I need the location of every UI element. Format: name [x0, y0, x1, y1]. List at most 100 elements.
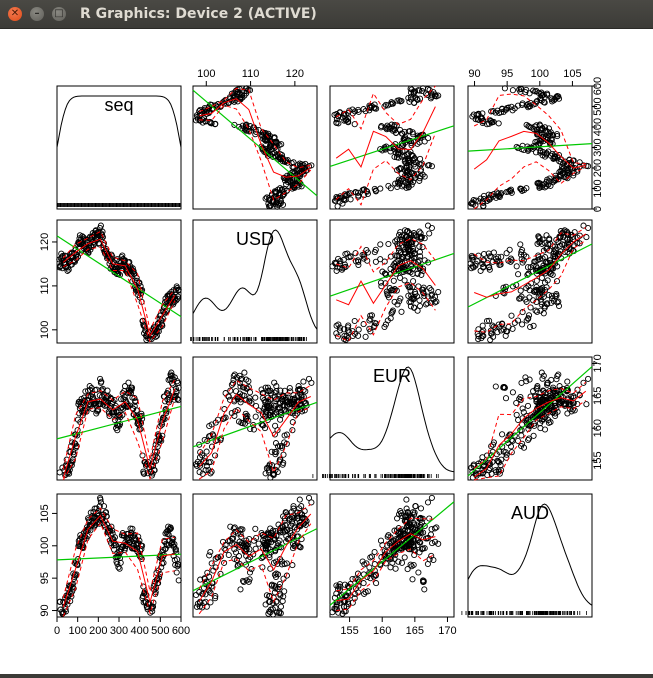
point	[153, 457, 160, 464]
point	[407, 303, 414, 310]
point	[552, 151, 559, 158]
point	[428, 494, 435, 501]
point	[410, 278, 417, 285]
point	[354, 570, 362, 577]
point	[419, 85, 427, 92]
point	[221, 559, 228, 566]
point	[230, 372, 237, 380]
x-tick-label-seq: 500	[151, 625, 169, 637]
point	[97, 496, 104, 503]
smooth-line	[62, 238, 176, 337]
point	[295, 383, 302, 390]
y-tick-label-EUR: 170	[592, 354, 604, 372]
point	[336, 109, 343, 116]
point	[501, 85, 508, 92]
point	[377, 256, 384, 263]
diag-label-AUD: AUD	[511, 503, 549, 523]
point	[159, 322, 166, 329]
point	[397, 229, 404, 236]
point	[164, 390, 171, 397]
point	[264, 529, 272, 536]
point	[341, 336, 348, 343]
point	[508, 449, 515, 456]
spread-upper-line	[62, 230, 176, 332]
spread-lower-line	[473, 161, 587, 210]
point	[546, 247, 553, 254]
point	[156, 315, 163, 322]
point	[275, 539, 282, 547]
point	[534, 240, 541, 247]
point	[402, 513, 409, 520]
point	[545, 148, 552, 155]
point	[206, 573, 213, 580]
point	[382, 560, 389, 567]
point	[483, 317, 491, 325]
point	[554, 299, 561, 306]
point	[244, 541, 251, 549]
point	[396, 231, 403, 238]
point	[233, 374, 240, 381]
point	[246, 389, 254, 396]
point	[230, 525, 237, 532]
x-tick-label-AUD: 95	[501, 68, 513, 80]
minimize-icon[interactable]: –	[30, 7, 44, 21]
point	[554, 133, 561, 140]
point	[378, 554, 385, 561]
point	[277, 525, 284, 532]
maximize-icon[interactable]: □	[52, 7, 66, 21]
point	[217, 435, 224, 442]
point	[420, 289, 427, 296]
point	[394, 301, 401, 308]
smooth-line	[62, 388, 176, 479]
point	[530, 388, 537, 395]
point	[550, 265, 557, 272]
y-tick-label-EUR: 155	[592, 451, 604, 469]
point	[534, 97, 541, 105]
point	[276, 580, 283, 588]
window-titlebar[interactable]: ✕ – □ R Graphics: Device 2 (ACTIVE)	[0, 0, 653, 29]
point	[382, 124, 389, 131]
point	[537, 286, 544, 293]
point	[165, 387, 172, 394]
point	[296, 385, 303, 392]
point	[430, 296, 437, 303]
point	[390, 262, 397, 269]
point	[149, 603, 157, 610]
point	[538, 396, 545, 403]
point	[480, 202, 487, 209]
point	[336, 581, 343, 588]
point	[371, 322, 378, 329]
point	[492, 383, 499, 390]
point	[109, 253, 116, 260]
point	[284, 399, 291, 406]
point	[421, 173, 428, 180]
point	[486, 266, 493, 273]
density-AUD	[467, 503, 593, 606]
point	[418, 271, 425, 278]
point	[391, 287, 398, 294]
point	[289, 520, 296, 527]
point	[475, 326, 482, 333]
close-icon[interactable]: ✕	[8, 7, 22, 21]
point	[225, 551, 232, 559]
point	[519, 405, 526, 412]
point	[221, 415, 228, 422]
point	[525, 312, 533, 319]
point	[252, 413, 259, 420]
point	[560, 234, 567, 241]
point	[395, 245, 402, 252]
point	[407, 85, 414, 92]
linear-fit-line	[56, 553, 182, 561]
point	[227, 387, 234, 394]
spread-lower-line	[335, 132, 436, 206]
point	[248, 566, 255, 573]
point	[416, 297, 423, 304]
point	[243, 85, 250, 92]
point	[561, 402, 568, 409]
smooth-line	[474, 233, 587, 298]
point	[517, 185, 524, 192]
panel-seq-EUR	[329, 85, 455, 210]
point	[355, 332, 362, 339]
point	[117, 559, 124, 566]
point	[576, 159, 583, 166]
